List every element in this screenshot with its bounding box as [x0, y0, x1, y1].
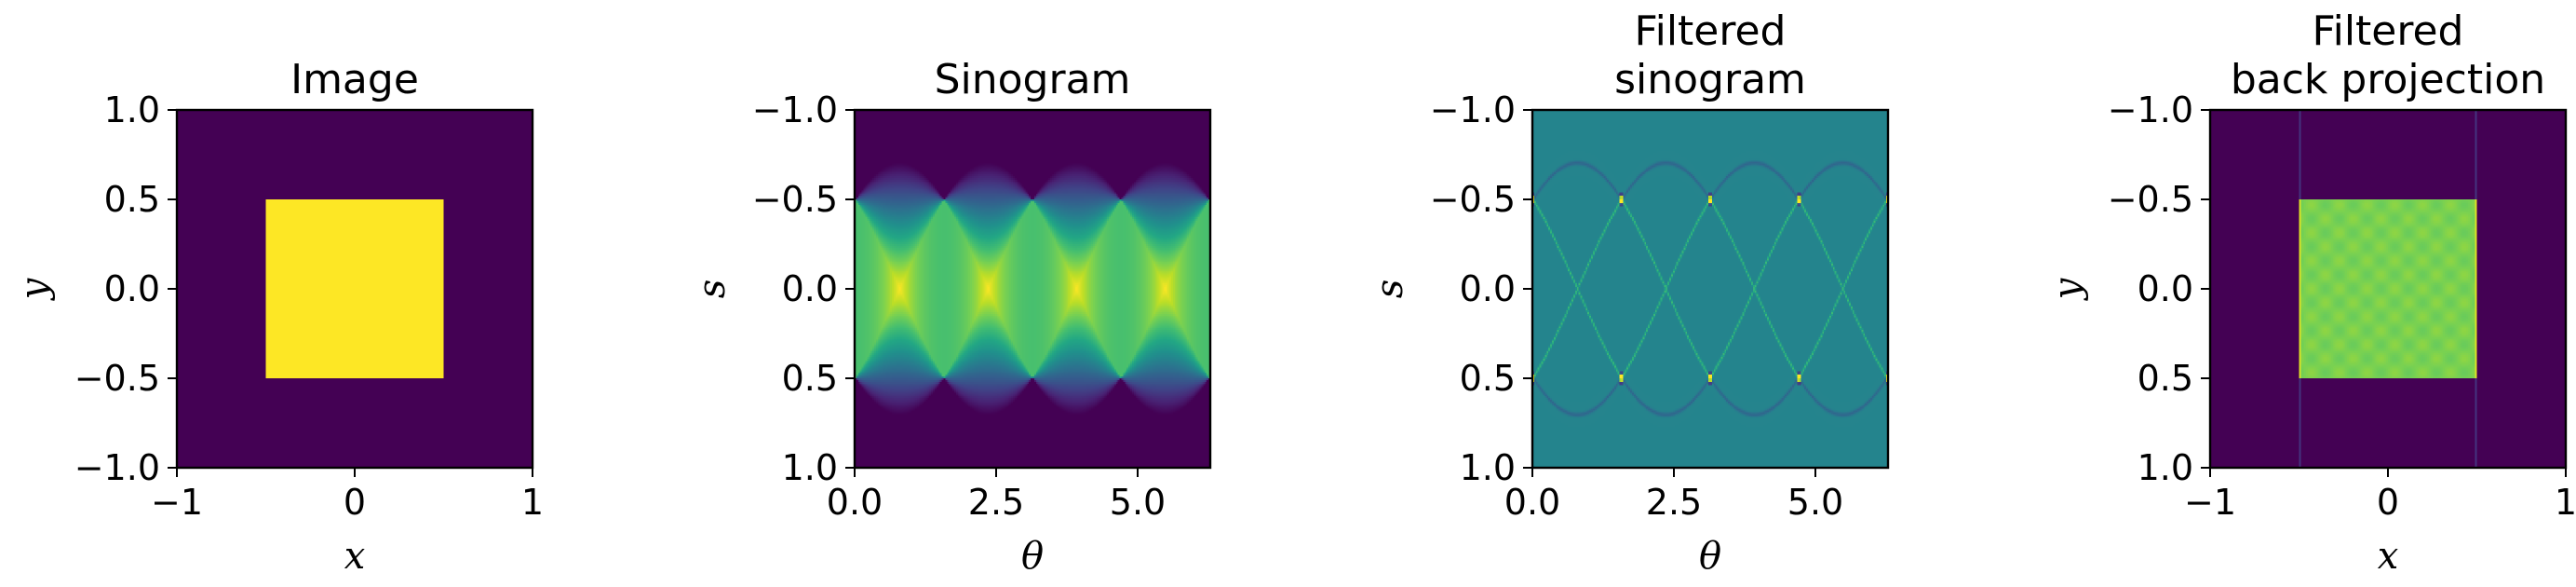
panel-title-line: Filtered: [1634, 7, 1786, 55]
heatmap-filtered-sinogram: [1532, 110, 1888, 468]
x-tick-label: −1: [151, 482, 203, 523]
x-tick-label: 5.0: [1787, 482, 1843, 523]
heatmap-filtered-back-projection: [2210, 110, 2566, 468]
panel-title-line: Image: [290, 56, 419, 103]
y-tick-label: 0.5: [2138, 358, 2193, 399]
x-axis-label: x: [344, 535, 366, 578]
y-tick-label: 1.0: [2138, 447, 2193, 488]
x-axis-label: θ: [1699, 535, 1721, 578]
y-axis-label: s: [1369, 280, 1411, 299]
y-tick-label: 1.0: [104, 89, 160, 130]
y-tick-label: −0.5: [752, 179, 838, 220]
y-tick-label: 0.5: [782, 358, 838, 399]
y-axis-label: y: [2046, 277, 2089, 301]
panel-title-line: back projection: [2231, 56, 2545, 103]
x-axis-label: θ: [1021, 535, 1044, 578]
x-tick-label: 5.0: [1110, 482, 1166, 523]
y-tick-label: −1.0: [752, 89, 838, 130]
panel-title-line: Sinogram: [935, 56, 1131, 103]
x-tick-label: 1: [521, 482, 544, 523]
x-tick-label: 2.5: [968, 482, 1024, 523]
panel-title-line: Filtered: [2312, 7, 2463, 55]
y-tick-label: 0.5: [104, 179, 160, 220]
y-tick-label: 0.0: [2138, 268, 2193, 309]
y-tick-label: −1.0: [2108, 89, 2193, 130]
panel-image: Image −1 0 1 1.0 0.5 0.0 −0.5 −1.0 x y: [13, 56, 544, 578]
x-tick-label: −1: [2184, 482, 2236, 523]
x-tick-label: 2.5: [1646, 482, 1702, 523]
heatmap-image: [177, 110, 533, 468]
y-tick-label: 0.0: [104, 268, 160, 309]
y-tick-label: −1.0: [74, 447, 160, 488]
panel-title-line: sinogram: [1614, 56, 1806, 103]
x-tick-label: 0: [344, 482, 366, 523]
x-tick-label: 0.0: [827, 482, 883, 523]
y-tick-label: 0.5: [1460, 358, 1516, 399]
y-axis-label: y: [13, 277, 56, 301]
y-tick-label: 1.0: [782, 447, 838, 488]
y-tick-label: −1.0: [1430, 89, 1516, 130]
y-tick-label: −0.5: [2108, 179, 2193, 220]
x-tick-label: 0: [2377, 482, 2399, 523]
x-axis-label: x: [2378, 535, 2399, 578]
heatmap-sinogram: [855, 110, 1210, 468]
y-tick-label: 1.0: [1460, 447, 1516, 488]
x-tick-label: 0.0: [1504, 482, 1560, 523]
y-axis-label: s: [691, 280, 734, 299]
y-tick-label: 0.0: [1460, 268, 1516, 309]
y-tick-label: −0.5: [74, 358, 160, 399]
y-tick-label: −0.5: [1430, 179, 1516, 220]
panel-sinogram: Sinogram 0.0 2.5 5.0 −1.0 −0.5 0.0 0.5 1.0 θ s: [691, 56, 1212, 578]
x-tick-label: 1: [2555, 482, 2576, 523]
y-tick-label: 0.0: [782, 268, 838, 309]
